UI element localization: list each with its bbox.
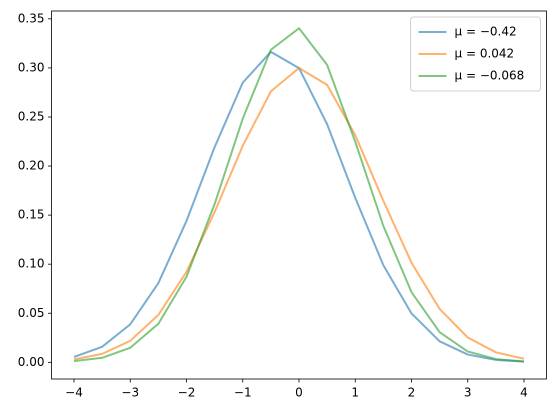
x-tick-label: −2 (178, 386, 196, 400)
x-tick-label: 2 (408, 386, 416, 400)
line-series (73, 50, 525, 363)
y-tick-label: 0.05 (18, 306, 45, 320)
x-tick-label: −3 (121, 386, 139, 400)
legend-label: μ = 0.042 (455, 47, 515, 61)
x-tick-label: 1 (351, 386, 359, 400)
y-tick-label: 0.20 (18, 159, 45, 173)
y-tick-label: 0.35 (18, 11, 45, 25)
x-tick-label: 4 (520, 386, 528, 400)
y-tick-label: 0.00 (18, 355, 45, 369)
line-series (73, 67, 525, 361)
y-tick-label: 0.10 (18, 257, 45, 271)
line-series (73, 27, 525, 363)
x-tick-label: 0 (295, 386, 303, 400)
y-tick-label: 0.25 (18, 109, 45, 123)
x-tick-label: −4 (65, 386, 83, 400)
y-tick-label: 0.30 (18, 60, 45, 74)
x-tick-label: 3 (464, 386, 472, 400)
legend-label: μ = −0.42 (455, 25, 517, 39)
x-tick-label: −1 (234, 386, 252, 400)
legend-box (410, 16, 541, 92)
legend: μ = −0.42 μ = 0.042 μ = −0.068 (410, 16, 541, 92)
y-tick-label: 0.15 (18, 208, 45, 222)
legend-label: μ = −0.068 (455, 69, 525, 83)
